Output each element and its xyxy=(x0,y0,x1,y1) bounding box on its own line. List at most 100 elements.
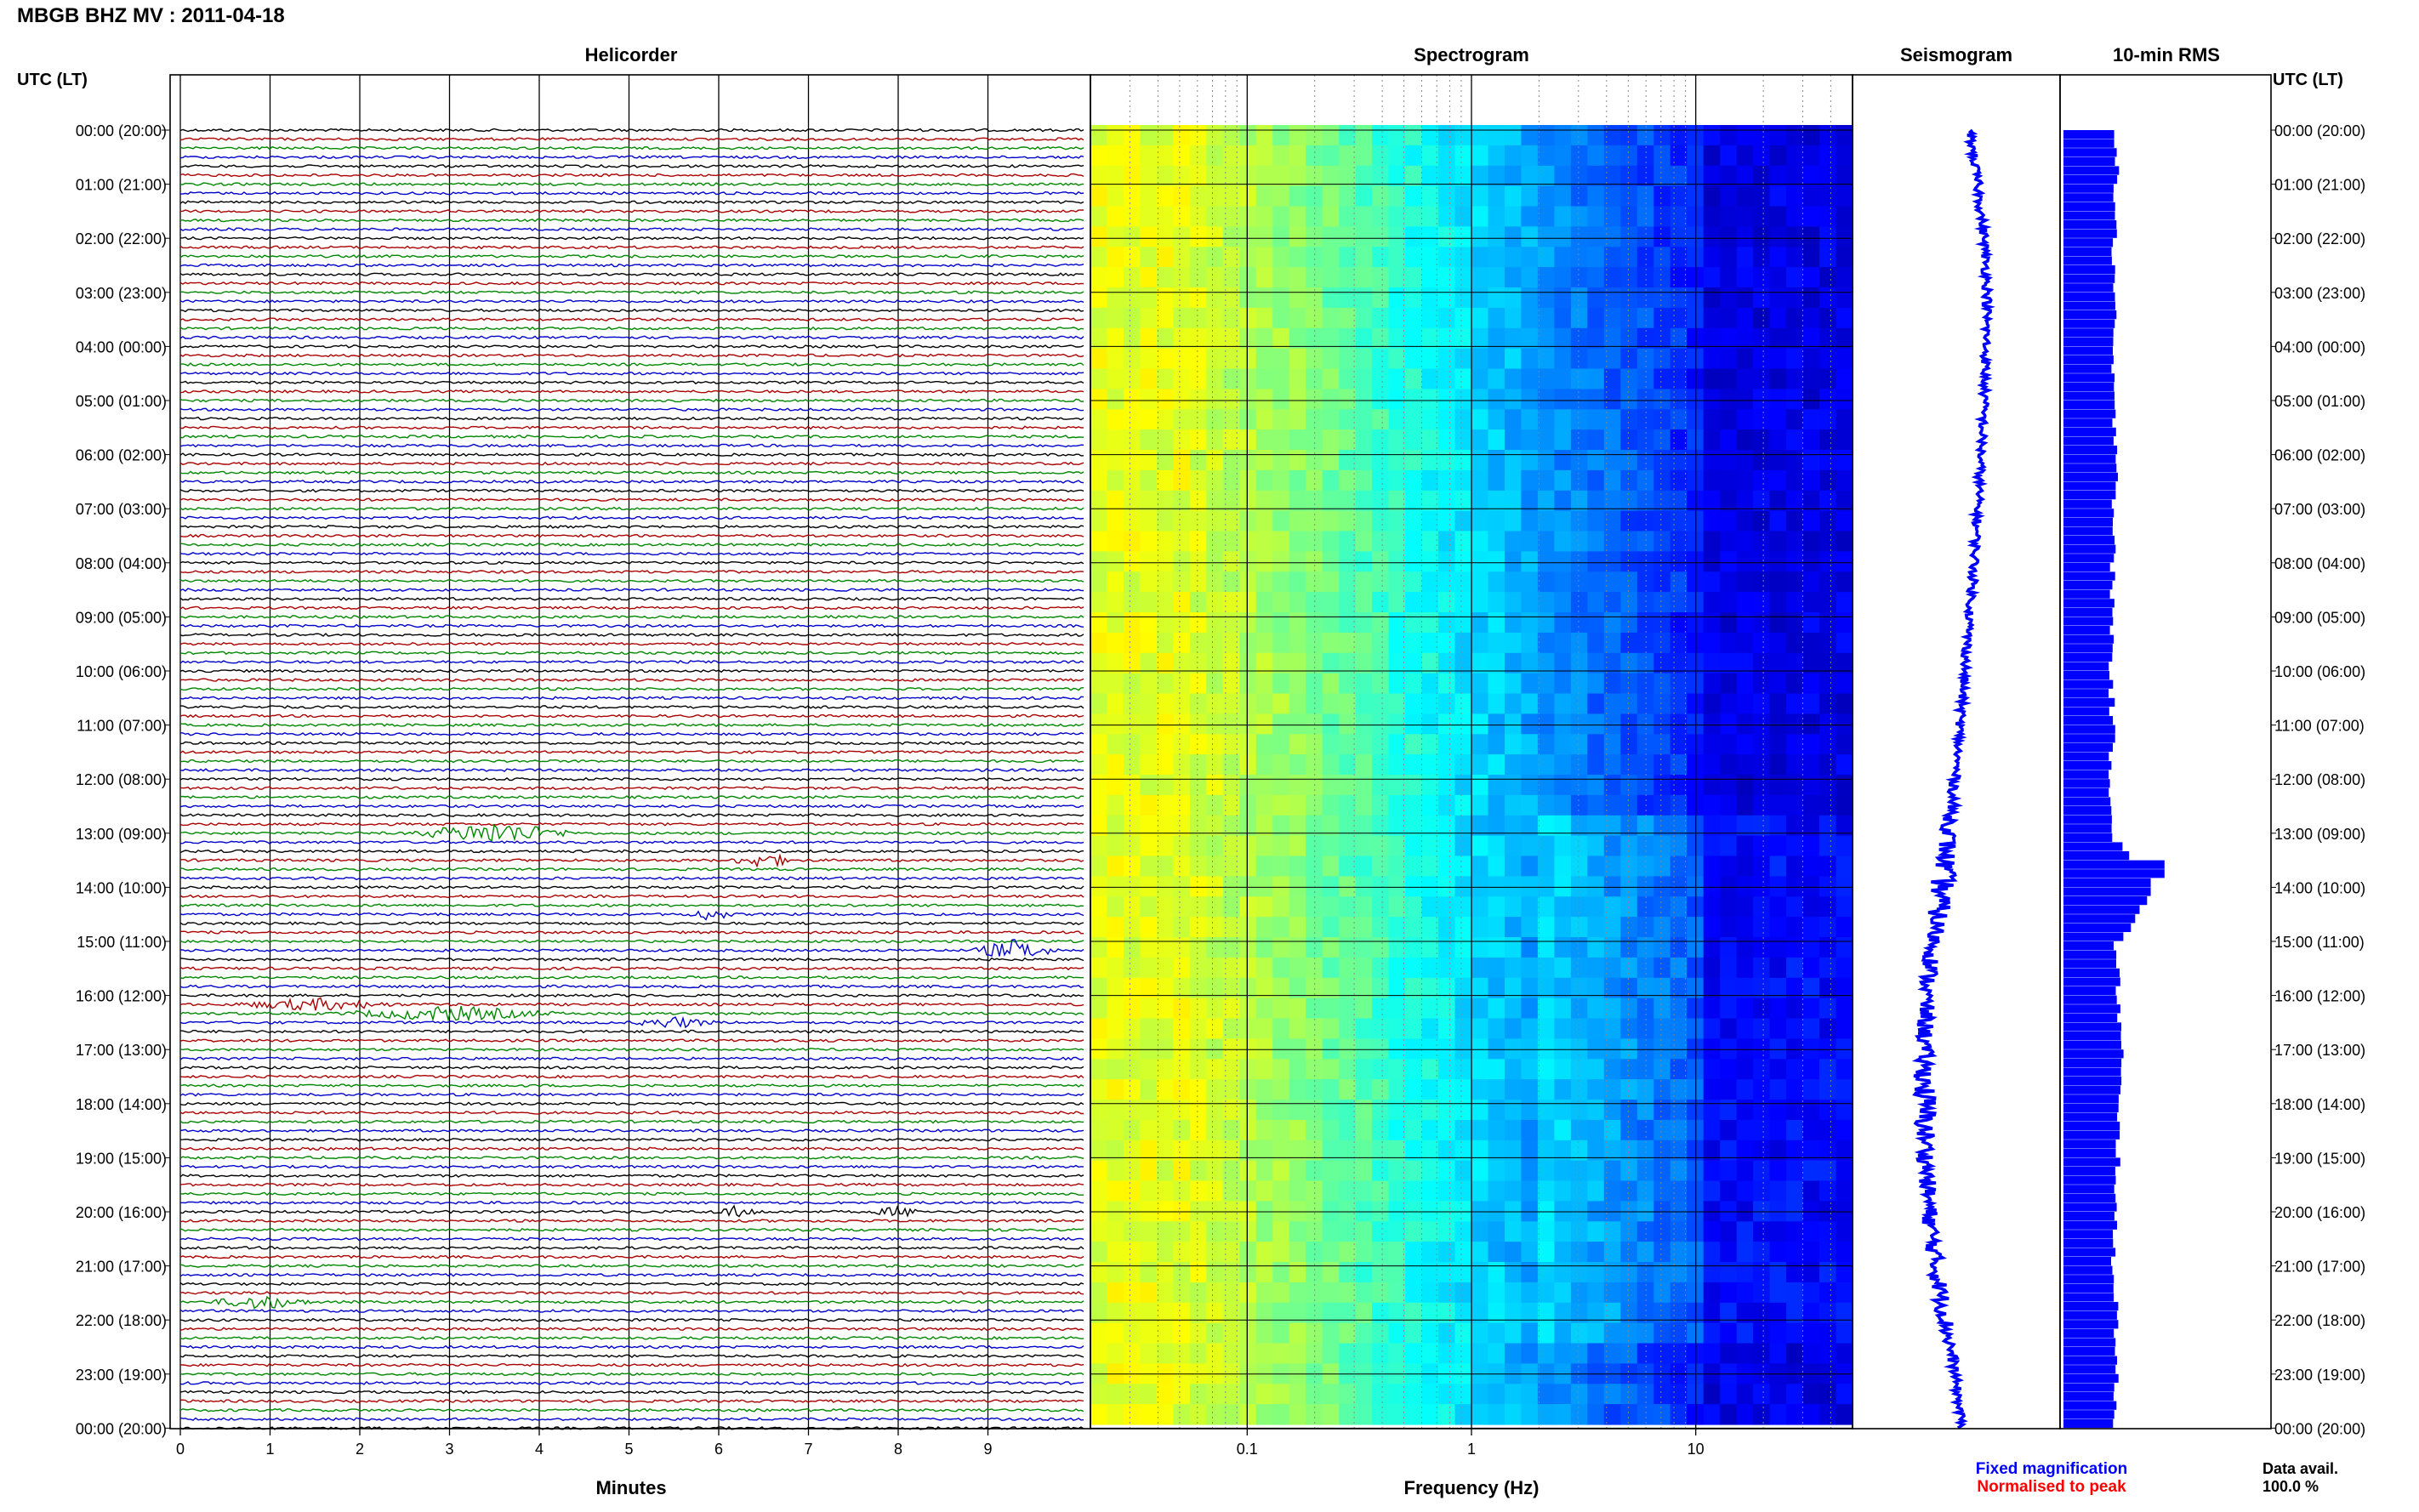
spectrogram-cell xyxy=(1488,247,1505,268)
spectrogram-cell xyxy=(1421,247,1439,268)
spectrogram-cell xyxy=(1471,693,1489,714)
spectrogram-cell xyxy=(1753,998,1771,1020)
spectrogram-cell xyxy=(1322,713,1340,735)
spectrogram-cell xyxy=(1322,267,1340,288)
spectrogram-cell xyxy=(1306,1221,1323,1242)
spectrogram-cell xyxy=(1670,693,1688,714)
spectrogram-cell xyxy=(1272,734,1290,755)
spectrogram-cell xyxy=(1421,1140,1439,1162)
spectrogram-cell xyxy=(1306,1262,1323,1283)
spectrogram-cell xyxy=(1802,754,1820,776)
spectrogram-cell xyxy=(1670,917,1688,938)
spectrogram-cell xyxy=(1239,1262,1257,1283)
spectrogram-cell xyxy=(1769,1343,1787,1364)
helicorder-trace xyxy=(179,804,1084,809)
spectrogram-cell xyxy=(1306,592,1323,613)
rms-bar xyxy=(2063,1175,2116,1185)
spectrogram-cell xyxy=(1786,226,1804,247)
spectrogram-cell xyxy=(1206,327,1224,350)
spectrogram-cell xyxy=(1289,855,1306,877)
spectrogram-cell xyxy=(1306,145,1323,167)
panel-frame xyxy=(2059,74,2272,1430)
spectrogram-cell xyxy=(1769,531,1787,552)
spectrogram-cell xyxy=(1239,409,1257,430)
spectrogram-cell xyxy=(1786,1119,1804,1141)
spectrogram-cell xyxy=(1736,450,1754,471)
right-hour-label: 06:00 (02:00) xyxy=(2274,447,2365,464)
spectrogram-cell xyxy=(1339,1322,1357,1344)
spectrogram-cell xyxy=(1521,1160,1539,1182)
spectrogram-cell xyxy=(1173,734,1191,755)
spectrogram-cell xyxy=(1736,267,1754,288)
spectrogram-cell xyxy=(1554,917,1572,938)
left-hour-label: 11:00 (07:00) xyxy=(77,718,167,735)
spectrogram-cell xyxy=(1405,855,1423,877)
spectrogram-cell xyxy=(1124,1242,1141,1263)
spectrogram-cell xyxy=(1272,348,1290,370)
spectrogram-cell xyxy=(1372,835,1390,857)
spectrogram-cell xyxy=(1521,1018,1539,1039)
spectrogram-cell xyxy=(1372,1180,1390,1202)
spectrogram-cell xyxy=(1339,551,1357,572)
spectrogram-cell xyxy=(1272,876,1290,897)
spectrogram-cell xyxy=(1355,531,1373,552)
spectrogram-cell xyxy=(1802,937,1820,958)
spectrogram-cell xyxy=(1603,592,1621,613)
spectrogram-cell xyxy=(1388,247,1406,268)
spectrogram-cell xyxy=(1554,754,1572,776)
spectrogram-cell xyxy=(1438,815,1456,837)
spectrogram-cell xyxy=(1521,896,1539,918)
helicorder-trace xyxy=(179,1174,1084,1179)
spectrogram-cell xyxy=(1322,368,1340,389)
spectrogram-cell xyxy=(1570,998,1588,1020)
spectrogram-cell xyxy=(1554,1140,1572,1162)
spectrogram-cell xyxy=(1703,389,1721,410)
rms-title: 10-min RMS xyxy=(2113,44,2220,65)
spectrogram-cell xyxy=(1769,450,1787,471)
spectrogram-cell xyxy=(1736,551,1754,572)
spectrogram-cell xyxy=(1819,612,1837,634)
spectrogram-cell xyxy=(1603,490,1621,512)
spectrogram-cell xyxy=(1289,450,1306,471)
spectrogram-cell xyxy=(1786,713,1804,735)
spectrogram-cell xyxy=(1802,998,1820,1020)
right-hour-label: 13:00 (09:00) xyxy=(2274,826,2365,843)
spectrogram-cell xyxy=(1438,1302,1456,1324)
spectrogram-cell xyxy=(1255,1160,1273,1182)
spectrogram-cell xyxy=(1537,1343,1555,1364)
spectrogram-cell xyxy=(1272,1160,1290,1182)
spectrogram-cell xyxy=(1339,1282,1357,1304)
spectrogram-cell xyxy=(1786,1160,1804,1182)
spectrogram-cell xyxy=(1587,1079,1605,1100)
rms-bar xyxy=(2063,562,2110,571)
spectrogram-cell xyxy=(1107,1322,1124,1344)
spectrogram-cell xyxy=(1388,917,1406,938)
spectrogram-cell xyxy=(1736,125,1754,146)
spectrogram-cell xyxy=(1239,713,1257,735)
spectrogram-cell xyxy=(1421,612,1439,634)
spectrogram-cell xyxy=(1488,1079,1505,1100)
spectrogram-cell xyxy=(1786,368,1804,389)
spectrogram-cell xyxy=(1388,429,1406,451)
spectrogram-cell xyxy=(1537,510,1555,532)
spectrogram-cell xyxy=(1421,185,1439,207)
spectrogram-cell xyxy=(1587,490,1605,512)
spectrogram-cell xyxy=(1454,1180,1472,1202)
spectrogram-cell xyxy=(1306,490,1323,512)
spectrogram-cell xyxy=(1488,734,1505,755)
spectrogram-cell xyxy=(1173,247,1191,268)
spectrogram-cell xyxy=(1537,1059,1555,1080)
spectrogram-cell xyxy=(1802,409,1820,430)
spectrogram-cell xyxy=(1603,531,1621,552)
spectrogram-cell xyxy=(1570,125,1588,146)
spectrogram-cell xyxy=(1405,469,1423,492)
helicorder-x-axis-label: Minutes xyxy=(595,1477,666,1498)
spectrogram-cell xyxy=(1189,1384,1207,1405)
spectrogram-cell xyxy=(1505,1343,1523,1364)
spectrogram-cell xyxy=(1471,125,1489,146)
helicorder-trace xyxy=(179,1417,1084,1422)
spectrogram-cell xyxy=(1554,794,1572,816)
rms-bar xyxy=(2063,526,2113,536)
spectrogram-cell xyxy=(1554,835,1572,857)
spectrogram-cell xyxy=(1140,592,1158,613)
